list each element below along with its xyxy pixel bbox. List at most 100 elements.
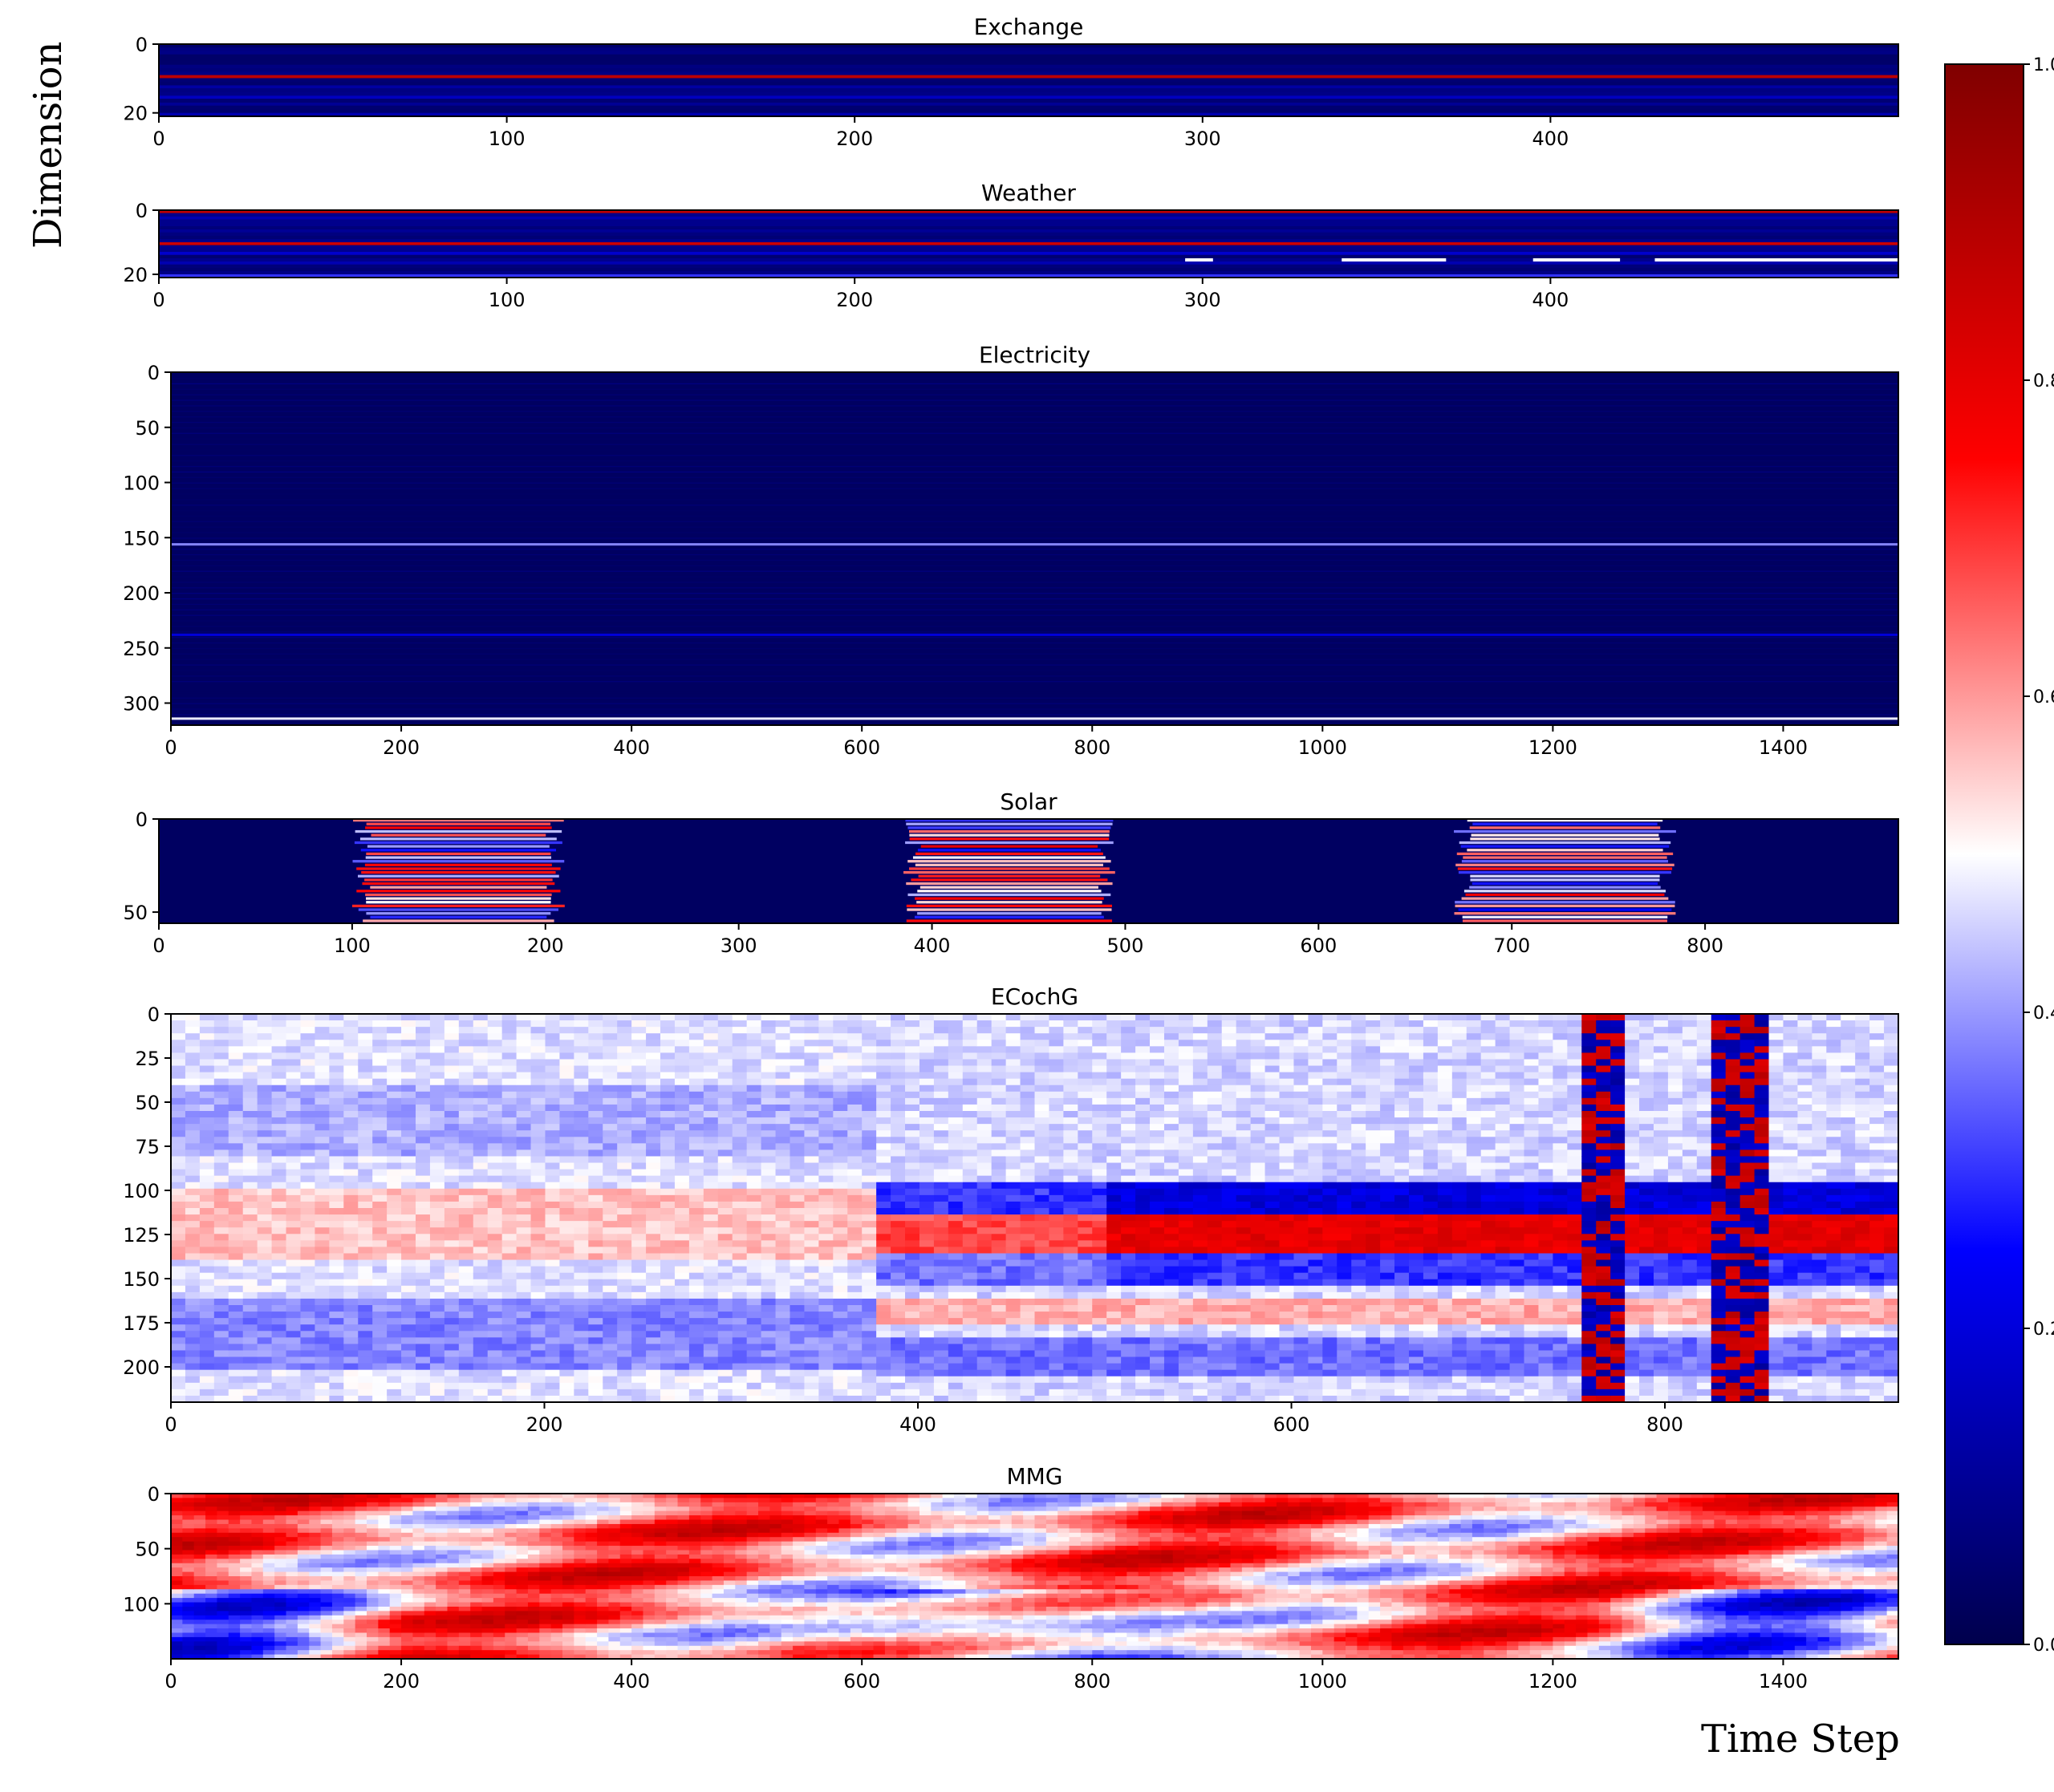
y-tick-label: 0 (136, 200, 148, 222)
chart-title: Solar (1000, 789, 1057, 815)
axes-frame (170, 371, 1899, 726)
heatmap-segment (1470, 878, 1660, 882)
figure-xlabel: Time Step (1701, 1717, 1900, 1762)
x-tick-label: 400 (613, 736, 650, 759)
heatmap-band (1185, 258, 1213, 262)
heatmap-band (159, 217, 1898, 220)
heatmap-cells (159, 44, 1898, 116)
y-tick-label: 100 (123, 1593, 160, 1616)
x-tick-label: 0 (152, 935, 164, 957)
heatmap-band (159, 242, 1898, 245)
x-tick-label: 800 (1074, 1670, 1110, 1693)
heatmap-segment (918, 874, 1101, 878)
heatmap-segment (919, 886, 1098, 889)
colorbar: 0.0 0.2 0.4 0.6 0.8 1.0 (1944, 55, 2054, 1656)
y-tick-label: 250 (123, 638, 160, 660)
y-tick-label: 75 (135, 1136, 160, 1158)
x-tick-label: 800 (1646, 1413, 1683, 1436)
y-tick-label: 50 (135, 417, 160, 440)
x-tick-label: 0 (152, 128, 164, 150)
x-tick-label: 200 (527, 935, 564, 957)
y-tick-label: 100 (123, 472, 160, 495)
heatmap-segment (914, 915, 1104, 918)
heatmap-segment (366, 822, 551, 825)
heatmap-segment (906, 904, 1113, 908)
x-tick-label: 200 (383, 736, 420, 759)
heatmap-segment (1461, 897, 1669, 900)
heatmap-segment (1467, 819, 1663, 822)
heatmap-segment (915, 852, 1103, 856)
heatmap-segment (1462, 919, 1667, 922)
y-tick-label: 0 (148, 1003, 160, 1026)
heatmap-band (1532, 258, 1621, 262)
y-tick-label: 175 (123, 1312, 160, 1335)
y-tick-label: 50 (135, 1539, 160, 1561)
heatmap-segment (355, 829, 562, 833)
heatmap-segment (1455, 863, 1674, 866)
chart-title: Exchange (974, 14, 1084, 40)
x-tick-label: 700 (1493, 935, 1530, 957)
heatmap-segment (909, 837, 1110, 841)
x-tick-label: 0 (164, 1670, 177, 1693)
x-tick-label: 200 (383, 1670, 420, 1693)
heatmap-band (1654, 258, 1898, 262)
heatmap-band (159, 252, 1898, 255)
x-tick-label: 400 (1532, 128, 1569, 150)
x-tick-label: 300 (1184, 289, 1221, 311)
x-tick-label: 800 (1074, 736, 1110, 759)
heatmap-segment (356, 890, 561, 893)
panel-mmg: MMG 0 200 400 600 800 1000 1200 1400 0 50 100 (123, 1463, 1899, 1693)
x-tick-label: 1000 (1298, 736, 1347, 759)
heatmap-segment (362, 882, 555, 886)
y-tick-label: 200 (123, 1356, 160, 1379)
heatmap-segment (905, 819, 1114, 822)
x-tick-label: 1000 (1298, 1670, 1347, 1693)
x-tick-label: 100 (489, 128, 526, 150)
heatmap-segment (905, 841, 1114, 845)
y-tick-label: 300 (123, 693, 160, 716)
y-tick-label: 0 (136, 34, 148, 56)
axes-frame (158, 818, 1899, 924)
heatmap-segment (906, 882, 1113, 886)
y-tick-label: 20 (123, 264, 148, 286)
heatmap-segment (366, 897, 551, 900)
heatmap-segment (907, 908, 1112, 911)
heatmap-cells (159, 819, 1898, 923)
heatmap-band (159, 274, 1898, 278)
heatmap-segment (351, 904, 565, 908)
x-tick-label: 1400 (1759, 1670, 1808, 1693)
heatmap-band (1342, 258, 1447, 262)
y-tick-label: 100 (123, 1180, 160, 1202)
heatmap-segment (365, 856, 552, 859)
y-tick-label: 20 (123, 103, 148, 125)
heatmap-segment (1461, 860, 1669, 863)
y-tick-label: 50 (123, 902, 148, 924)
y-tick-label: 25 (135, 1048, 160, 1070)
heatmap-segment (1471, 882, 1658, 886)
x-tick-label: 200 (836, 128, 873, 150)
heatmap-band (171, 543, 1898, 546)
heatmap-segment (354, 841, 562, 845)
chart-title: MMG (1006, 1463, 1062, 1490)
y-tick-label: 0 (148, 1483, 160, 1506)
heatmap-segment (1455, 901, 1675, 904)
heatmap-band (159, 229, 1898, 233)
colorbar-tick-label: 0.6 (2033, 687, 2054, 707)
x-tick-label: 400 (613, 1670, 650, 1693)
heatmap-cells (171, 1494, 1898, 1659)
y-tick-label: 0 (148, 362, 160, 384)
heatmap-segment (915, 863, 1103, 866)
heatmap-segment (906, 919, 1113, 922)
heatmap-segment (356, 867, 561, 870)
heatmap-segment (1459, 841, 1671, 845)
heatmap-segment (907, 860, 1111, 863)
heatmap-segment (1463, 890, 1666, 893)
x-tick-label: 1200 (1528, 1670, 1577, 1693)
heatmap-band (159, 210, 1898, 213)
heatmap-segment (1471, 833, 1659, 837)
heatmap-segment (364, 878, 553, 882)
x-tick-label: 1200 (1528, 736, 1577, 759)
heatmap-segment (917, 890, 1102, 893)
